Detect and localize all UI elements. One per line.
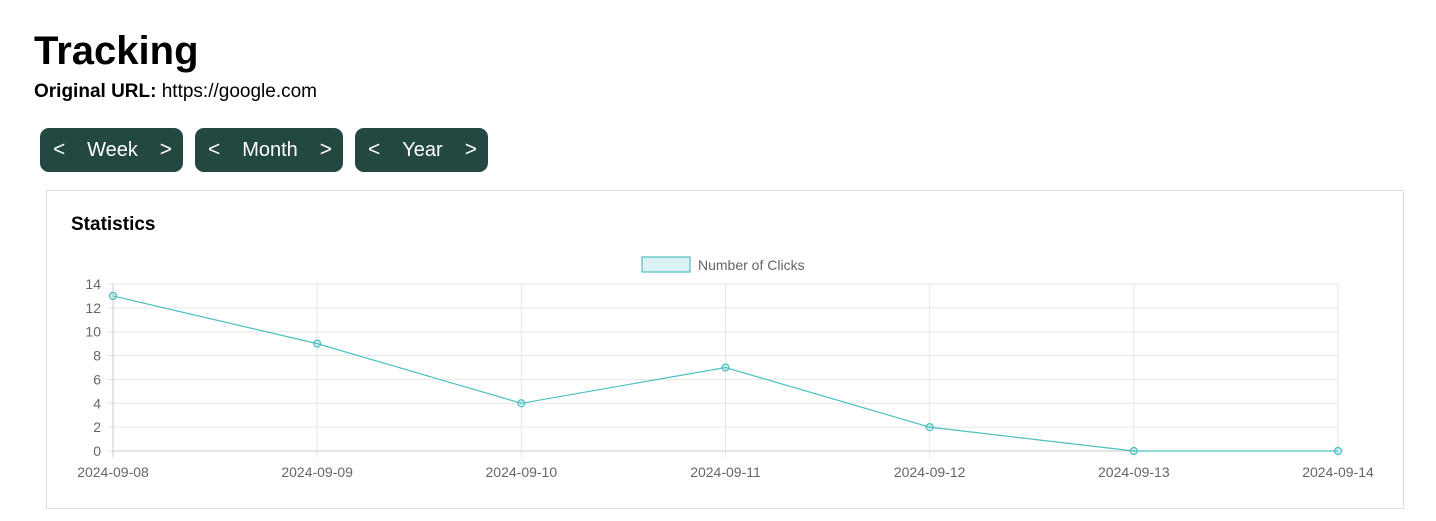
y-tick-label: 12 <box>85 300 101 316</box>
original-url-label: Original URL: <box>34 81 157 102</box>
y-tick-label: 4 <box>93 395 101 411</box>
y-tick-label: 6 <box>93 371 101 387</box>
original-url-value: https://google.com <box>161 81 317 102</box>
data-point <box>108 291 118 301</box>
week-period-control: < Week > <box>40 128 183 172</box>
series-line <box>112 295 1338 452</box>
data-point <box>925 423 934 432</box>
legend-label: Number of Clicks <box>698 257 805 273</box>
x-tick-label: 2024-09-08 <box>77 464 149 480</box>
x-tick-label: 2024-09-11 <box>690 464 761 480</box>
data-point <box>721 363 730 372</box>
data-point <box>517 399 526 408</box>
y-tick-label: 0 <box>93 443 101 459</box>
month-prev-button[interactable]: < <box>208 138 221 161</box>
data-point <box>1129 446 1138 456</box>
year-prev-button[interactable]: < <box>368 138 381 161</box>
y-tick-label: 10 <box>85 324 101 340</box>
year-label[interactable]: Year <box>402 139 443 161</box>
year-period-control: < Year > <box>355 128 488 172</box>
week-label[interactable]: Week <box>87 139 138 161</box>
statistics-title: Statistics <box>71 214 156 235</box>
x-tick-label: 2024-09-13 <box>1098 464 1170 480</box>
data-point <box>313 339 322 348</box>
clicks-line-chart: 0 2 4 6 8 10 12 14 2024-09-08 2024-09-09 2024-09-1… <box>77 256 1374 480</box>
data-point <box>1333 446 1343 456</box>
x-tick-label: 2024-09-09 <box>281 464 353 480</box>
y-tick-label: 14 <box>85 276 101 292</box>
month-label[interactable]: Month <box>242 139 298 161</box>
original-url-line: Original URL: https://google.com <box>34 80 317 104</box>
statistics-card: Statistics 0 2 4 6 8 10 12 14 2024-09-08 2024-09-… <box>46 190 1404 509</box>
page-title: Tracking <box>34 29 199 73</box>
week-prev-button[interactable]: < <box>53 138 66 161</box>
y-tick-label: 2 <box>93 419 101 435</box>
month-next-button[interactable]: > <box>319 138 332 161</box>
y-tick-label: 8 <box>93 348 101 364</box>
x-tick-label: 2024-09-12 <box>894 464 966 480</box>
x-tick-label: 2024-09-10 <box>486 464 558 480</box>
year-next-button[interactable]: > <box>464 138 477 161</box>
x-tick-label: 2024-09-14 <box>1302 464 1374 480</box>
week-next-button[interactable]: > <box>159 138 172 161</box>
legend-swatch <box>641 256 691 273</box>
month-period-control: < Month > <box>195 128 343 172</box>
